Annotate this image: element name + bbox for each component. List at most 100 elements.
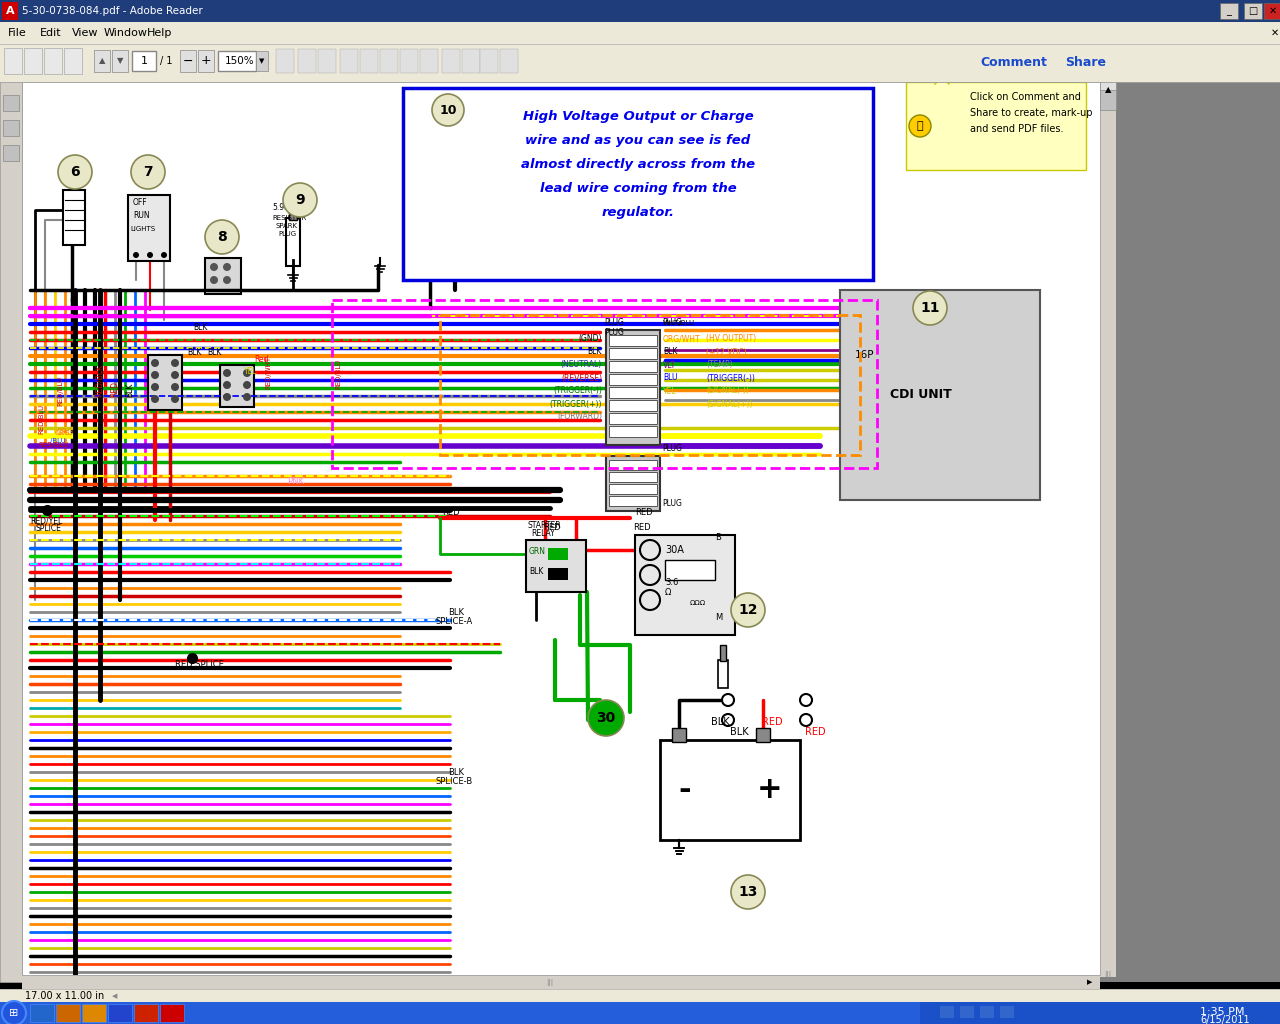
- Bar: [82, 1004, 106, 1022]
- Text: ORG: ORG: [58, 428, 74, 437]
- Text: BLK: BLK: [448, 608, 465, 617]
- Text: Edit: Edit: [40, 28, 61, 38]
- Text: ORG: ORG: [55, 430, 70, 436]
- Bar: [22, 82, 1100, 975]
- Text: 150%: 150%: [225, 56, 255, 66]
- Bar: [4, 48, 22, 74]
- Bar: [360, 49, 378, 73]
- Bar: [1000, 1006, 1014, 1018]
- Bar: [276, 49, 294, 73]
- Bar: [906, 82, 1085, 170]
- Bar: [3, 95, 19, 111]
- Circle shape: [223, 263, 230, 271]
- Circle shape: [223, 276, 230, 284]
- Text: M: M: [716, 613, 722, 622]
- Text: BLK: BLK: [730, 727, 749, 737]
- Bar: [484, 132, 509, 152]
- Bar: [940, 1006, 954, 1018]
- Text: 3.6: 3.6: [666, 578, 678, 587]
- Text: 17.00 x 11.00 in: 17.00 x 11.00 in: [26, 991, 104, 1001]
- Bar: [609, 413, 657, 424]
- Bar: [0, 82, 1280, 982]
- Text: and send PDF files.: and send PDF files.: [970, 124, 1064, 134]
- Bar: [609, 361, 657, 372]
- Text: BLK: BLK: [458, 263, 472, 272]
- Text: (HV OUTPUT): (HV OUTPUT): [575, 219, 625, 228]
- Text: Red: Red: [253, 355, 269, 364]
- Text: ▼: ▼: [260, 58, 265, 63]
- Text: YEL: YEL: [244, 367, 257, 376]
- Bar: [609, 484, 657, 494]
- Text: (SIGNAL(-)): (SIGNAL(-)): [707, 386, 749, 395]
- Bar: [609, 460, 657, 470]
- Circle shape: [283, 183, 317, 217]
- Text: 7: 7: [143, 165, 152, 179]
- Text: GRN: GRN: [529, 547, 547, 556]
- Bar: [24, 48, 42, 74]
- Text: File: File: [8, 28, 27, 38]
- Text: 13: 13: [739, 885, 758, 899]
- Circle shape: [243, 393, 251, 401]
- Text: / 1: / 1: [160, 56, 173, 66]
- Text: ORG/WHT: ORG/WHT: [663, 335, 700, 343]
- Bar: [609, 387, 657, 398]
- Bar: [526, 540, 586, 592]
- Text: 1:35 PM: 1:35 PM: [1201, 1007, 1244, 1017]
- Text: (+12 VDC): (+12 VDC): [707, 347, 746, 356]
- Bar: [609, 348, 657, 359]
- Bar: [22, 82, 1100, 975]
- Bar: [220, 365, 253, 407]
- Circle shape: [243, 369, 251, 377]
- Text: RED/YEL: RED/YEL: [29, 516, 63, 525]
- Circle shape: [151, 395, 159, 403]
- Bar: [113, 50, 128, 72]
- Text: Share to create, mark-up: Share to create, mark-up: [970, 108, 1093, 118]
- Circle shape: [913, 291, 947, 325]
- Text: 💡: 💡: [916, 121, 923, 131]
- Bar: [285, 218, 300, 266]
- Text: RED: RED: [762, 717, 782, 727]
- Bar: [148, 355, 182, 410]
- Circle shape: [223, 393, 230, 401]
- Text: PLUG: PLUG: [662, 444, 682, 453]
- Bar: [0, 0, 1280, 22]
- Circle shape: [58, 155, 92, 189]
- Bar: [609, 374, 657, 385]
- Text: High Voltage Output or Charge: High Voltage Output or Charge: [522, 110, 754, 123]
- Bar: [605, 330, 660, 445]
- Circle shape: [515, 225, 525, 234]
- Bar: [256, 51, 268, 71]
- Bar: [934, 78, 948, 84]
- Bar: [1100, 82, 1116, 977]
- Text: PLUG: PLUG: [662, 499, 682, 508]
- Bar: [3, 2, 18, 20]
- Text: |||: |||: [1105, 972, 1111, 979]
- Bar: [134, 1004, 157, 1022]
- Text: almost directly across from the: almost directly across from the: [521, 158, 755, 171]
- Circle shape: [210, 276, 218, 284]
- Bar: [719, 645, 726, 662]
- Bar: [44, 48, 61, 74]
- Text: 8: 8: [218, 230, 227, 244]
- Bar: [500, 49, 518, 73]
- Circle shape: [131, 155, 165, 189]
- Text: (TRIGGER(+)): (TRIGGER(+)): [549, 399, 602, 409]
- Bar: [718, 660, 728, 688]
- Bar: [399, 49, 419, 73]
- Circle shape: [151, 359, 159, 367]
- Text: OFF: OFF: [133, 198, 147, 207]
- Text: 9: 9: [296, 193, 305, 207]
- Text: 10: 10: [439, 103, 457, 117]
- Text: −: −: [183, 54, 193, 68]
- Text: RED: RED: [110, 381, 119, 397]
- Text: YEL: YEL: [663, 386, 677, 395]
- Text: RUN: RUN: [133, 211, 150, 220]
- Bar: [0, 1002, 1280, 1024]
- Circle shape: [172, 371, 179, 379]
- Text: □: □: [1248, 6, 1258, 16]
- Text: 6/15/2011: 6/15/2011: [1201, 1015, 1249, 1024]
- Bar: [1244, 3, 1262, 19]
- Text: BLK: BLK: [187, 348, 201, 357]
- Bar: [0, 82, 22, 982]
- Bar: [403, 88, 873, 280]
